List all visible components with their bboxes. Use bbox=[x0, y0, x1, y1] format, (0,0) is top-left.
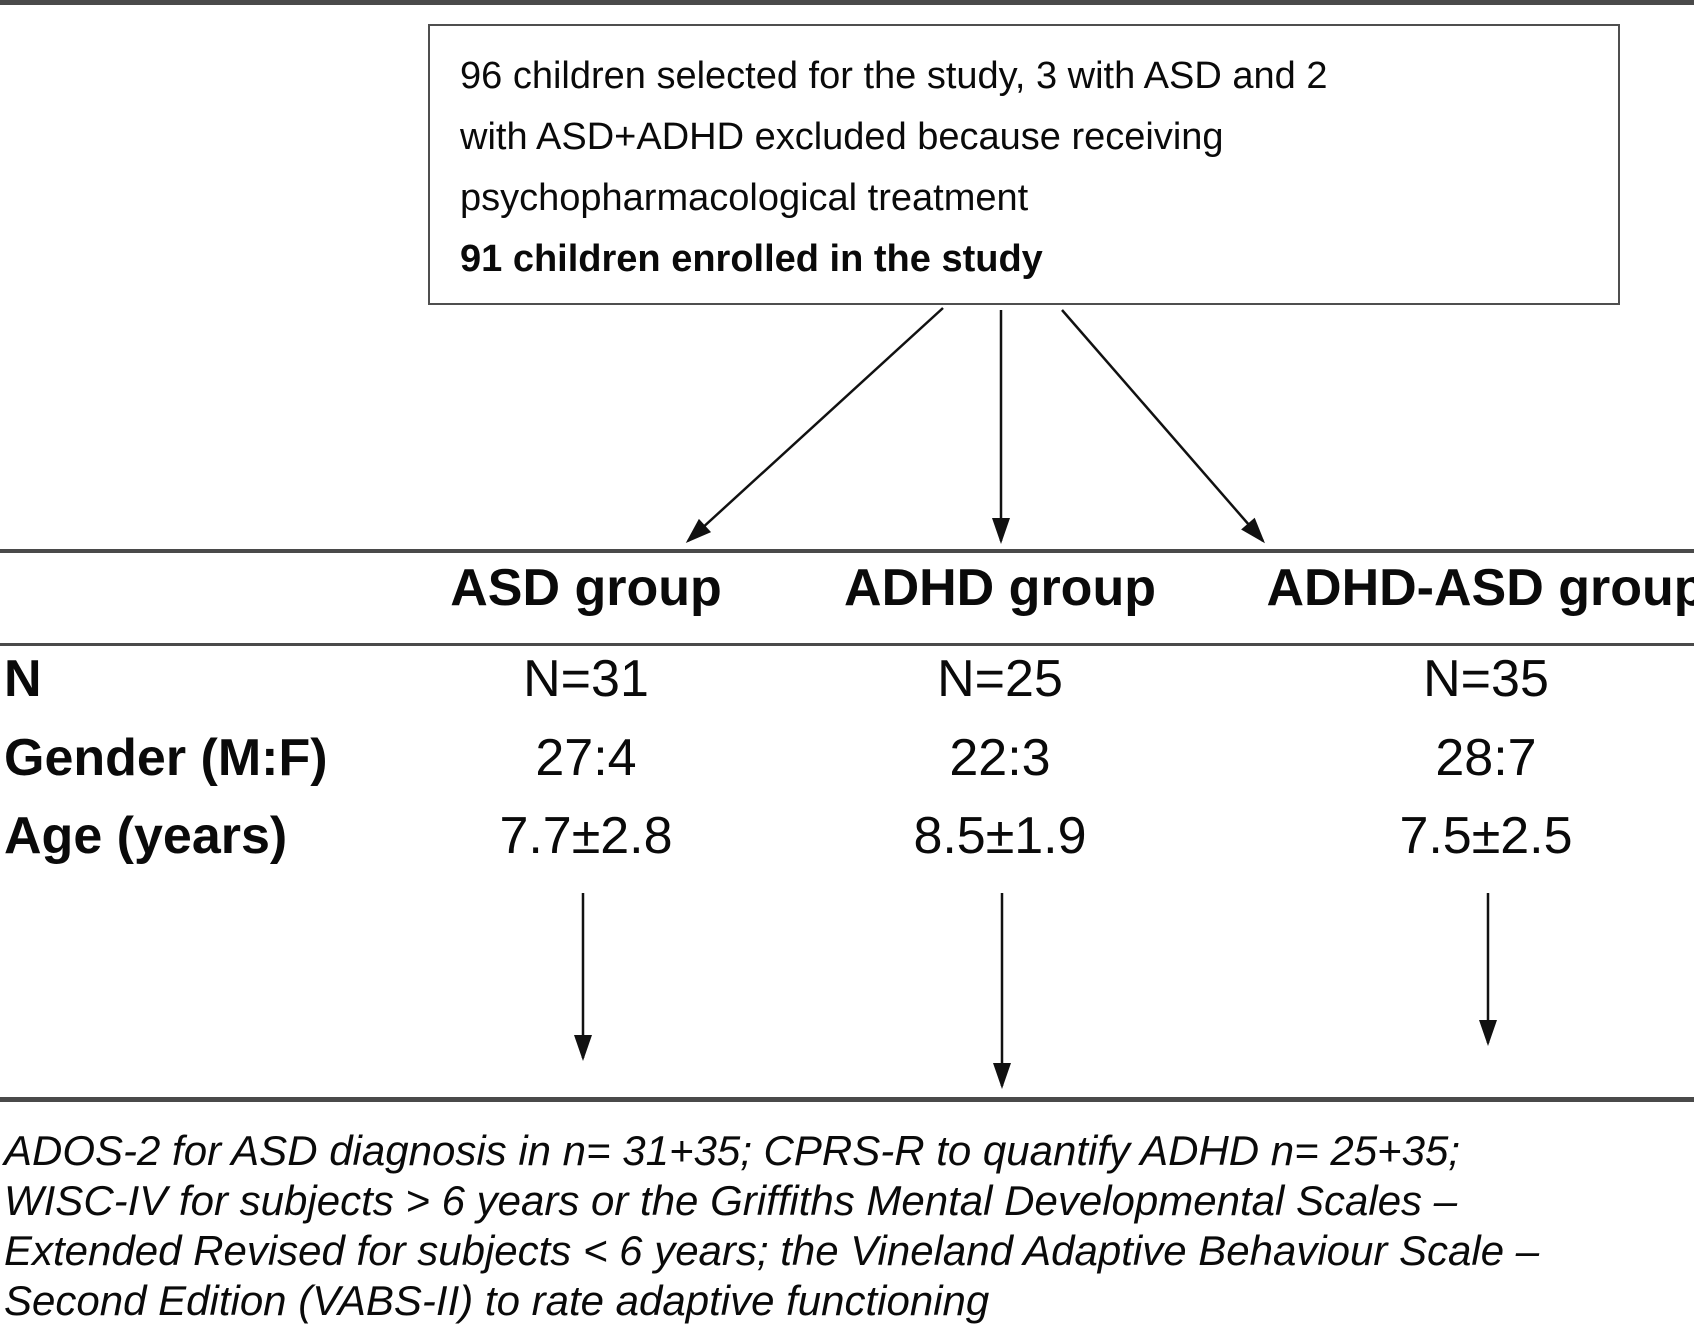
assessment-note-line: ADOS-2 for ASD diagnosis in n= 31+35; CP… bbox=[4, 1127, 1460, 1174]
enrolled-count-line: 91 children enrolled in the study bbox=[460, 238, 1043, 280]
table-header-top-rule bbox=[0, 549, 1694, 553]
table-header-bottom-rule bbox=[0, 643, 1694, 646]
figure-top-rule bbox=[0, 0, 1694, 5]
assessment-note-line: Second Edition (VABS-II) to rate adaptiv… bbox=[4, 1277, 990, 1324]
column-header-adhd-asd-group: ADHD-ASD group bbox=[1266, 559, 1694, 617]
cell-gender-adhd: 22:3 bbox=[949, 729, 1051, 787]
arrow-box-to-asd-group bbox=[685, 307, 944, 544]
enrollment-text-line: psychopharmacological treatment bbox=[460, 177, 1029, 219]
assessment-note-line: WISC-IV for subjects > 6 years or the Gr… bbox=[4, 1177, 1458, 1224]
assessment-notes: ADOS-2 for ASD diagnosis in n= 31+35; CP… bbox=[4, 1126, 1539, 1326]
column-header-adhd-group: ADHD group bbox=[844, 559, 1156, 617]
cell-age-adhd-asd: 7.5±2.5 bbox=[1399, 807, 1573, 865]
cell-n-adhd-asd: N=35 bbox=[1423, 650, 1549, 708]
assessment-note-line: Extended Revised for subjects < 6 years;… bbox=[4, 1227, 1540, 1274]
cell-age-asd: 7.7±2.8 bbox=[499, 807, 673, 865]
enrollment-summary-box: 96 children selected for the study, 3 wi… bbox=[428, 24, 1620, 305]
cell-age-adhd: 8.5±1.9 bbox=[913, 807, 1087, 865]
cell-n-asd: N=31 bbox=[523, 650, 649, 708]
arrow-box-to-adhd-asd-group bbox=[1061, 309, 1265, 544]
enrollment-text-line: 96 children selected for the study, 3 wi… bbox=[460, 55, 1328, 97]
cell-gender-adhd-asd: 28:7 bbox=[1435, 729, 1537, 787]
row-label-age: Age (years) bbox=[4, 807, 288, 865]
cell-n-adhd: N=25 bbox=[937, 650, 1063, 708]
row-label-n: N bbox=[4, 650, 42, 708]
enrollment-text-line: with ASD+ADHD excluded because receiving bbox=[460, 116, 1224, 158]
cell-gender-asd: 27:4 bbox=[535, 729, 637, 787]
column-header-asd-group: ASD group bbox=[450, 559, 722, 617]
footer-top-rule bbox=[0, 1097, 1694, 1102]
row-label-gender: Gender (M:F) bbox=[4, 729, 328, 787]
